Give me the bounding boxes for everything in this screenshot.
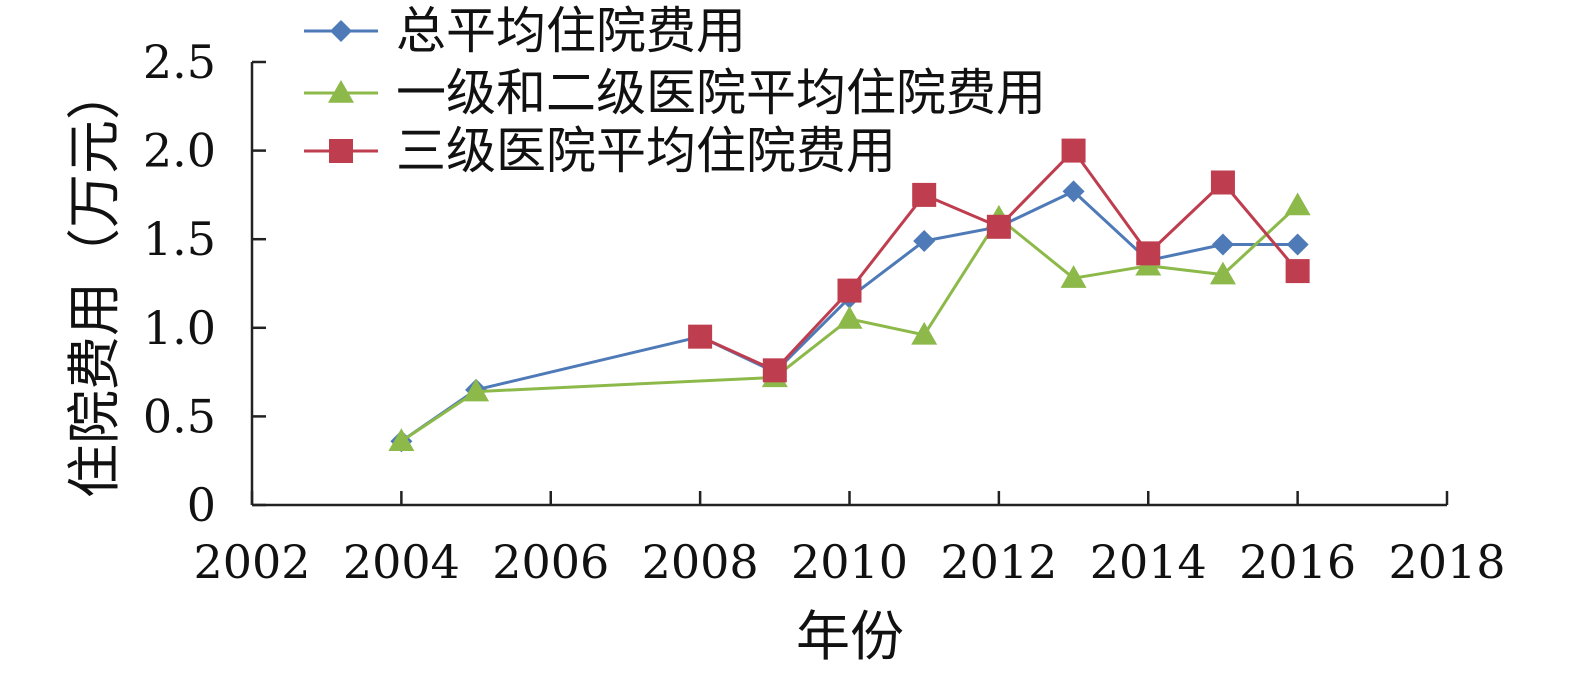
legend-label: 一级和二级医院平均住院费用 xyxy=(396,64,1046,122)
x-tick-label: 2012 xyxy=(940,535,1057,589)
data-point xyxy=(913,229,936,252)
y-tick-label: 0.5 xyxy=(143,389,216,443)
series-group xyxy=(388,138,1311,453)
legend-item: 一级和二级医院平均住院费用 xyxy=(304,64,1046,122)
data-point xyxy=(1061,138,1086,163)
x-tick-label: 2006 xyxy=(492,535,609,589)
y-axis-title: 住院费用（万元） xyxy=(63,66,126,498)
data-point xyxy=(1209,261,1236,285)
data-point xyxy=(762,358,787,383)
legend-marker xyxy=(329,139,353,163)
x-tick-label: 2014 xyxy=(1090,535,1207,589)
data-point xyxy=(1060,265,1087,288)
x-axis-title: 年份 xyxy=(796,605,904,668)
legend-label: 总平均住院费用 xyxy=(396,2,746,60)
x-tick-label: 2018 xyxy=(1388,535,1505,589)
data-point xyxy=(463,378,490,402)
legend-item: 三级医院平均住院费用 xyxy=(304,122,896,180)
data-point xyxy=(1284,192,1311,216)
x-tick-label: 2010 xyxy=(791,535,908,589)
x-tick-label: 2008 xyxy=(642,535,759,589)
y-tick-label: 0 xyxy=(187,478,216,532)
data-point xyxy=(688,324,713,349)
data-point xyxy=(911,321,938,345)
data-point xyxy=(986,214,1011,239)
legend-label: 三级医院平均住院费用 xyxy=(396,122,896,180)
data-point xyxy=(388,428,415,451)
data-point xyxy=(1136,241,1161,266)
y-tick-label: 2.0 xyxy=(143,124,216,178)
data-point xyxy=(1062,180,1085,203)
data-point xyxy=(1210,170,1235,195)
legend-item: 总平均住院费用 xyxy=(304,2,746,60)
data-point xyxy=(1211,233,1234,256)
data-point xyxy=(1286,233,1309,256)
axes: 0 0.5 1.0 1.5 2.0 2.5 2002 2004 2006 2008 2010 2012… xyxy=(143,35,1506,589)
x-tick-label: 2004 xyxy=(343,535,460,589)
y-tick-label: 1.0 xyxy=(143,301,216,355)
data-point xyxy=(1285,259,1310,284)
x-tick-label: 2002 xyxy=(193,535,310,589)
y-tick-label: 2.5 xyxy=(143,35,216,89)
y-tick-label: 1.5 xyxy=(143,212,216,266)
data-point xyxy=(837,278,862,303)
series-square xyxy=(688,138,1310,383)
series-line xyxy=(400,204,1299,443)
x-tick-label: 2016 xyxy=(1239,535,1356,589)
legend-marker xyxy=(330,20,352,42)
legend-marker xyxy=(328,80,354,103)
data-point xyxy=(836,305,863,329)
data-point xyxy=(912,182,937,207)
series-line xyxy=(699,149,1299,372)
